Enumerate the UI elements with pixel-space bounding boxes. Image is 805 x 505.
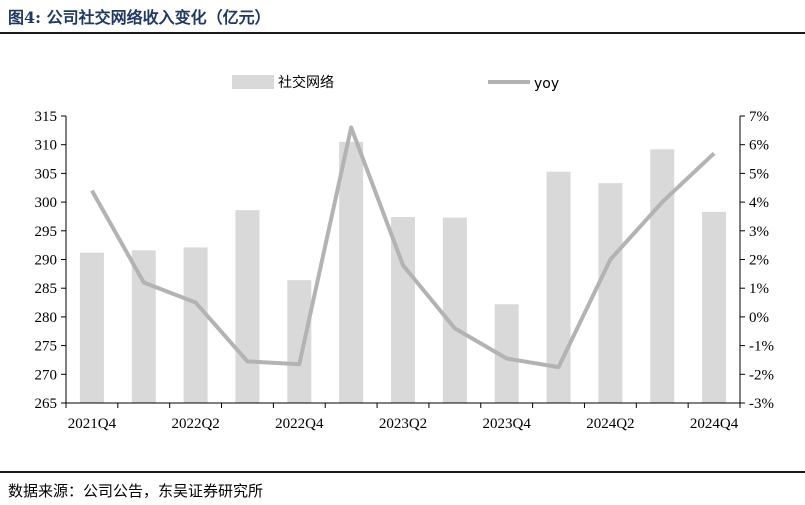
left-tick-label: 285 bbox=[35, 281, 58, 297]
bar-2024Q4 bbox=[702, 211, 727, 403]
x-tick-label: 2022Q4 bbox=[275, 416, 324, 432]
bar-2023Q1 bbox=[339, 141, 364, 403]
bar-2022Q2 bbox=[183, 247, 208, 403]
right-tick-label: 4% bbox=[749, 195, 769, 211]
bar-2022Q3 bbox=[235, 210, 260, 403]
left-tick-label: 280 bbox=[35, 310, 58, 326]
right-tick-label: 1% bbox=[749, 281, 769, 297]
bar-2024Q3 bbox=[650, 149, 675, 403]
bar-2024Q2 bbox=[598, 183, 623, 403]
left-tick-label: 275 bbox=[35, 339, 58, 355]
bottom-divider bbox=[0, 471, 805, 473]
right-tick-label: -1% bbox=[749, 339, 774, 355]
right-tick-label: 5% bbox=[749, 166, 769, 182]
figure-title: 图4: 公司社交网络收入变化（亿元） bbox=[8, 8, 271, 27]
bar-2022Q1 bbox=[131, 250, 156, 403]
bar-2022Q4 bbox=[287, 280, 312, 403]
legend-label-bar: 社交网络 bbox=[278, 74, 334, 91]
legend-swatch-bar bbox=[232, 75, 274, 89]
left-tick-label: 300 bbox=[35, 195, 58, 211]
yoy-line bbox=[90, 125, 716, 370]
right-tick-label: 6% bbox=[749, 138, 769, 154]
source-note: 数据来源：公司公告，东吴证券研究所 bbox=[8, 482, 264, 500]
x-tick-label: 2024Q2 bbox=[586, 416, 634, 432]
left-tick-label: 310 bbox=[35, 138, 58, 154]
right-tick-label: 0% bbox=[749, 310, 769, 326]
left-tick-label: 290 bbox=[35, 253, 58, 269]
left-tick-label: 295 bbox=[35, 224, 58, 240]
right-tick-label: -3% bbox=[749, 396, 774, 412]
right-tick-label: -2% bbox=[749, 367, 774, 383]
top-divider bbox=[0, 32, 805, 34]
right-tick-label: 2% bbox=[749, 253, 769, 269]
x-tick-label: 2023Q4 bbox=[483, 416, 532, 432]
right-tick-label: 3% bbox=[749, 224, 769, 240]
left-tick-label: 270 bbox=[35, 367, 58, 383]
bar-2023Q3 bbox=[442, 217, 467, 403]
x-tick-label: 2023Q2 bbox=[379, 416, 427, 432]
left-tick-label: 315 bbox=[35, 109, 58, 125]
left-tick-label: 305 bbox=[35, 166, 58, 182]
x-tick-label: 2024Q4 bbox=[690, 416, 739, 432]
right-tick-label: 7% bbox=[749, 109, 769, 125]
bar-2021Q4 bbox=[79, 252, 104, 403]
left-tick-label: 265 bbox=[35, 396, 58, 412]
x-tick-label: 2022Q2 bbox=[171, 416, 219, 432]
x-tick-label: 2021Q4 bbox=[68, 416, 117, 432]
legend-label-line: yoy bbox=[534, 76, 559, 92]
